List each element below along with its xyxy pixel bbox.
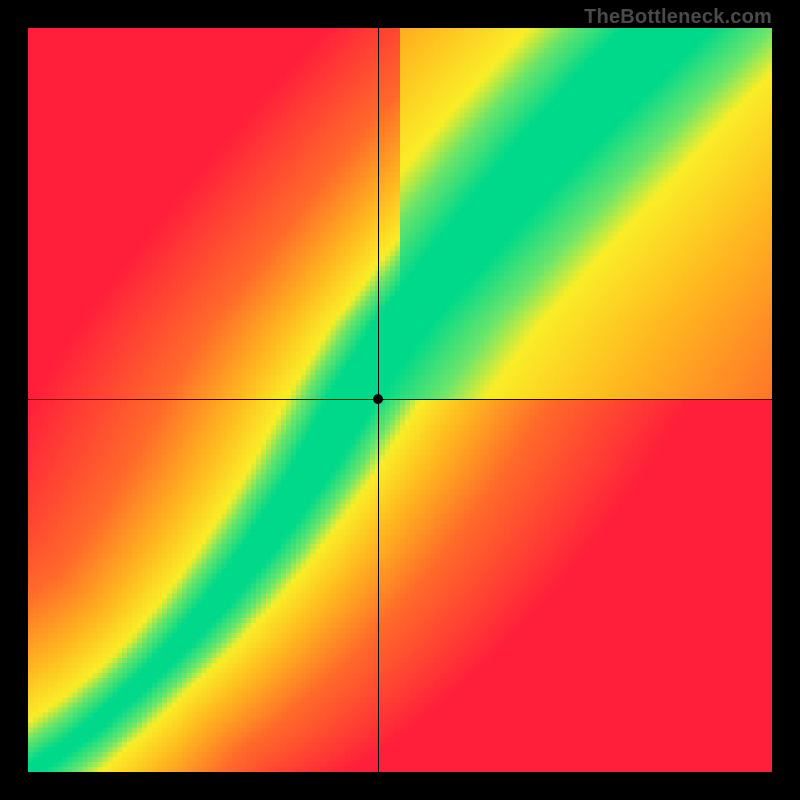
chart-container: TheBottleneck.com <box>0 0 800 800</box>
plot-area <box>28 28 772 772</box>
watermark-text: TheBottleneck.com <box>584 6 772 29</box>
marker-dot <box>373 394 383 404</box>
heatmap-canvas <box>28 28 772 772</box>
crosshair-horizontal <box>28 399 772 400</box>
